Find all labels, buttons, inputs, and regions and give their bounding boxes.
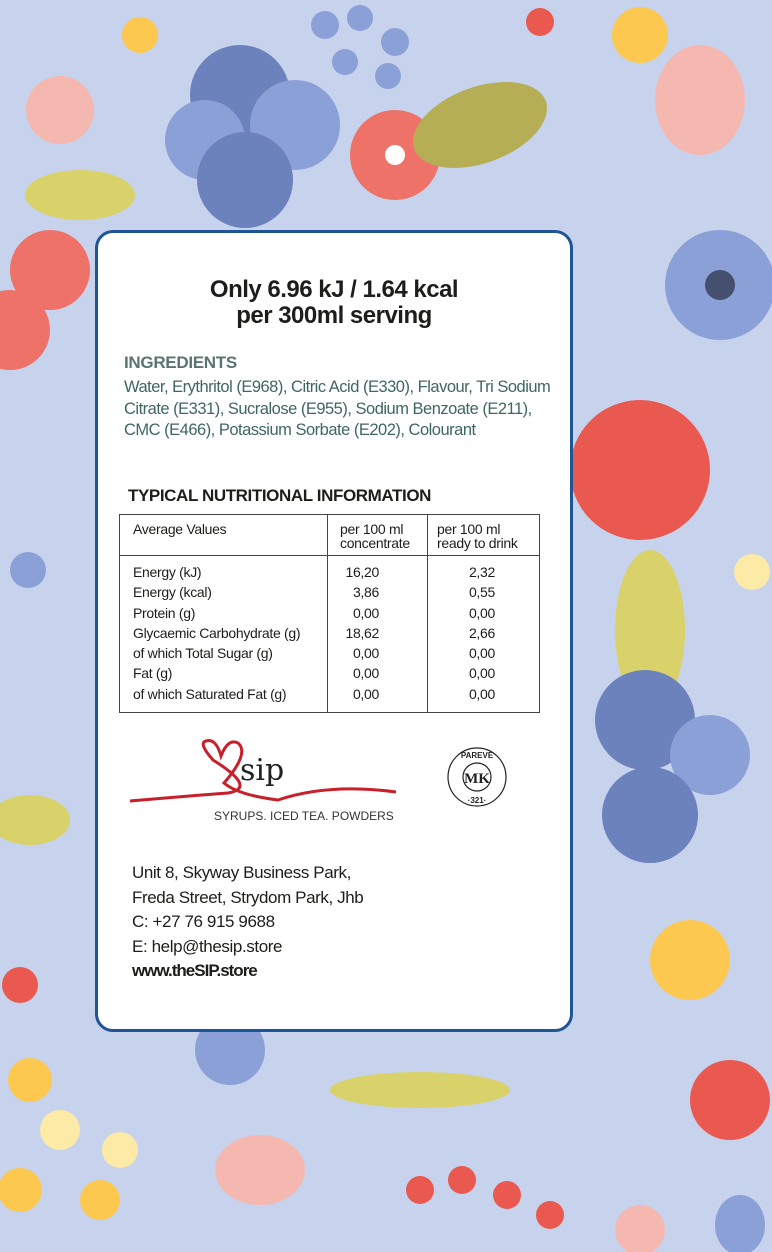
- nutrition-heading: TYPICAL NUTRITIONAL INFORMATION: [128, 486, 432, 505]
- nutrient-label: Protein (g): [133, 604, 196, 621]
- logo-text: sip: [240, 753, 284, 788]
- nutrition-table: Average Values per 100 ml concentrate per…: [119, 514, 540, 714]
- headline-line-2: per 300ml serving: [236, 302, 432, 329]
- header-ready-to-drink: per 100 ml ready to drink: [427, 514, 540, 556]
- svg-text:MK: MK: [464, 771, 490, 787]
- svg-text:·321·: ·321·: [468, 796, 487, 805]
- website-link[interactable]: www.theSIP.store: [132, 961, 258, 980]
- phone: C: +27 76 915 9688: [132, 912, 275, 931]
- nutrient-labels: Energy (kJ) Energy (kcal) Protein (g) Glyca…: [119, 554, 328, 714]
- concentrate-value: 16,20: [345, 564, 379, 580]
- table-body: Energy (kJ) Energy (kcal) Protein (g) Glyca…: [119, 554, 540, 714]
- kosher-badge: PAREVE MK ·321·: [447, 747, 507, 807]
- concentrate-values: 16,20 3,86 0,00 18,62 0,00 0,00 0,00: [327, 554, 428, 714]
- concentrate-value: 0,00: [352, 685, 379, 702]
- ready-value: 0,00: [468, 604, 495, 621]
- nutrient-label: Glycaemic Carbohydrate (g): [133, 624, 301, 641]
- ready-value: 2,66: [468, 624, 495, 641]
- concentrate-value: 18,62: [345, 624, 379, 641]
- ready-value: 0,00: [468, 665, 495, 682]
- leaf-icon: [412, 82, 548, 168]
- nutrient-label: Energy (kJ): [133, 564, 202, 580]
- concentrate-value: 0,00: [352, 665, 379, 682]
- nutrient-label: Fat (g): [133, 665, 173, 682]
- ready-value: 0,55: [468, 584, 495, 601]
- header-concentrate: per 100 ml concentrate: [327, 514, 428, 556]
- nutrient-label: of which Total Sugar (g): [133, 645, 273, 662]
- ready-value: 0,00: [468, 685, 495, 702]
- header-average-values: Average Values: [119, 514, 328, 556]
- energy-headline: Only 6.96 kJ / 1.64 kcal per 300ml servi…: [98, 277, 570, 329]
- ingredients-text: Water, Erythritol (E968), Citric Acid (E…: [124, 378, 551, 439]
- address-line-1: Unit 8, Skyway Business Park,: [132, 863, 351, 882]
- concentrate-value: 0,00: [352, 604, 379, 621]
- address-line-2: Freda Street, Strydom Park, Jhb: [132, 887, 364, 907]
- contact-block: Unit 8, Skyway Business Park, Freda Stre…: [132, 861, 364, 984]
- sip-logo: sip: [129, 739, 397, 803]
- berry-icon: [165, 5, 409, 228]
- svg-text:PAREVE: PAREVE: [461, 751, 494, 760]
- brand-tagline: SYRUPS. ICED TEA. POWDERS: [214, 809, 394, 823]
- table-header-row: Average Values per 100 ml concentrate per…: [119, 514, 540, 556]
- ready-values: 2,32 0,55 0,00 2,66 0,00 0,00 0,00: [427, 554, 540, 714]
- headline-line-1: Only 6.96 kJ / 1.64 kcal: [209, 276, 459, 303]
- email[interactable]: E: help@thesip.store: [132, 936, 283, 956]
- nutrient-label: Energy (kcal): [133, 584, 212, 601]
- ingredients-heading: INGREDIENTS: [124, 353, 237, 372]
- ready-value: 0,00: [468, 645, 495, 662]
- nutrient-label: of which Saturated Fat (g): [133, 685, 287, 702]
- concentrate-value: 0,00: [352, 645, 379, 662]
- concentrate-value: 3,86: [352, 584, 379, 601]
- ready-value: 2,32: [468, 564, 495, 580]
- label-card: Only 6.96 kJ / 1.64 kcal per 300ml servi…: [95, 230, 573, 1032]
